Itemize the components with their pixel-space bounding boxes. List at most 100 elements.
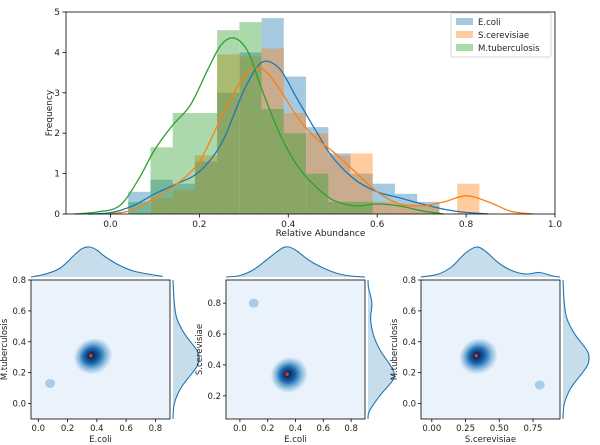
hist-bar-1-8 [328, 155, 351, 214]
joint-plot-ecoli-mtuberculosis: 0.0 0.2 0.4 0.6 0.8 0.0 0.2 0.4 0.6 0.8 E.coli M.tu… [0, 246, 200, 445]
y-tick-label: 0.4 [207, 361, 221, 371]
marginal-x-fill [421, 246, 560, 277]
y-tick-label: 0.8 [207, 299, 221, 309]
hist-bar-0-4 [217, 92, 240, 214]
hist-bar-2-4 [217, 30, 240, 215]
hist-bar-1-0 [150, 197, 173, 214]
marginal-y-line [367, 279, 395, 420]
y-axis-label: Frequency [45, 89, 55, 136]
x-tick-label: 0.2 [61, 424, 75, 434]
legend-swatch [456, 31, 473, 38]
x-tick-label: 0.4 [90, 424, 104, 434]
hist-bar-1-12 [417, 205, 440, 214]
hist-bar-2-2 [172, 113, 195, 214]
plot-frame [65, 11, 556, 215]
x-axis-label: E.coli [284, 435, 307, 445]
kde-outlier-contour [248, 298, 259, 308]
legend-swatch [456, 44, 473, 51]
plot-frame [30, 279, 171, 420]
x-tick-label: 0.8 [149, 424, 163, 434]
legend-swatch [456, 18, 473, 25]
kde-line-2 [74, 37, 444, 215]
y-tick-label: 3 [54, 89, 60, 99]
x-tick-label: 0.0 [103, 220, 118, 230]
x-tick-label: 0.50 [490, 424, 509, 434]
legend-entry: E.coli [478, 18, 501, 28]
hist-bar-1-11 [395, 203, 418, 214]
legend-entry: S.cerevisiae [478, 31, 529, 41]
kde-peak-marker [89, 353, 93, 358]
marginal-y-line [172, 279, 200, 420]
marginal-y-fill [563, 280, 590, 419]
hist-bar-0-7 [283, 76, 306, 214]
y-tick-label: 0.2 [12, 369, 26, 379]
marginal-x-fill [226, 246, 365, 277]
y-tick-label: 2 [54, 129, 60, 139]
hist-bar-0-3 [194, 161, 218, 214]
marginal-y-fill [367, 280, 395, 419]
hist-bar-1-13 [457, 183, 480, 214]
hist-bar-0-5 [239, 52, 262, 215]
joint-plot-ecoli-scerevisiae: 0.0 0.2 0.4 0.6 0.8 0.2 0.4 0.6 0.8 E.coli S.cerev… [195, 246, 395, 445]
y-tick-label: 0.2 [207, 392, 221, 402]
x-tick-label: 0.0 [233, 424, 247, 434]
y-axis-label: S.cerevisiae [195, 324, 205, 375]
y-tick-label: 0.8 [402, 276, 416, 286]
hist-bar-2-10 [350, 201, 373, 214]
x-tick-label: 0.8 [459, 220, 474, 230]
y-axis-label: M.tuberculosis [0, 318, 10, 380]
x-tick-label: 0.2 [261, 424, 275, 434]
joint-plot-scerevisiae-mtuberculosis: 0.00 0.25 0.50 0.75 0.0 0.2 0.4 0.6 0.8 S.cerevis… [390, 246, 590, 445]
hist-bar-0-2 [172, 183, 195, 214]
x-tick-label: 0.0 [32, 424, 46, 434]
kde-line-0 [88, 60, 489, 215]
hist-bar-2-0 [128, 201, 151, 214]
x-axis-label: E.coli [89, 435, 112, 445]
kde-outlier-contour [45, 378, 56, 388]
marginal-x-line [30, 246, 163, 278]
y-tick-label: 1 [54, 170, 60, 180]
hist-bar-1-4 [239, 56, 262, 215]
y-axis-label: M.tuberculosis [390, 318, 400, 380]
hist-bar-0-9 [328, 153, 351, 214]
hist-bar-2-6 [261, 109, 284, 214]
x-axis-label: S.cerevisiae [465, 435, 516, 445]
x-tick-label: 0.2 [192, 220, 206, 230]
hist-bar-1-5 [261, 48, 284, 215]
kde-background [226, 280, 365, 419]
y-tick-label: 5 [54, 8, 60, 18]
kde-peak-marker [285, 372, 289, 377]
x-tick-label: 0.25 [456, 424, 475, 434]
histogram-chart: 0.0 0.2 0.4 0.6 0.8 1.0 0 1 2 3 4 5 Relative Abundan… [45, 8, 562, 239]
x-tick-label: 0.4 [289, 424, 303, 434]
x-tick-label: 0.75 [524, 424, 543, 434]
y-tick-label: 4 [54, 48, 60, 58]
x-axis-label: Relative Abundance [276, 229, 366, 239]
hist-bar-0-11 [372, 183, 395, 214]
marginal-x-line [420, 246, 561, 278]
y-tick-label: 0 [54, 210, 60, 220]
y-tick-label: 0.4 [12, 338, 26, 348]
x-tick-label: 0.8 [344, 424, 358, 434]
x-tick-label: 1.0 [548, 220, 563, 230]
marginal-x-fill [31, 246, 163, 277]
legend-box [450, 12, 552, 58]
hist-bar-2-5 [239, 22, 262, 214]
x-tick-label: 0.4 [281, 220, 296, 230]
y-tick-label: 0.8 [12, 276, 26, 286]
hist-bar-1-6 [283, 113, 306, 214]
kde-line-1 [110, 67, 533, 215]
y-tick-label: 0.6 [12, 307, 26, 317]
plot-frame [420, 279, 561, 420]
legend-entry: M.tuberculosis [478, 44, 540, 54]
y-tick-label: 0.0 [402, 400, 416, 410]
y-tick-label: 0.0 [12, 400, 26, 410]
y-tick-label: 0.6 [402, 307, 416, 317]
y-tick-label: 0.2 [402, 369, 416, 379]
x-tick-label: 0.6 [370, 220, 385, 230]
marginal-y-fill [173, 280, 200, 419]
hist-bar-1-7 [306, 133, 329, 214]
hist-bar-2-9 [328, 201, 351, 214]
y-tick-label: 0.6 [207, 330, 221, 340]
